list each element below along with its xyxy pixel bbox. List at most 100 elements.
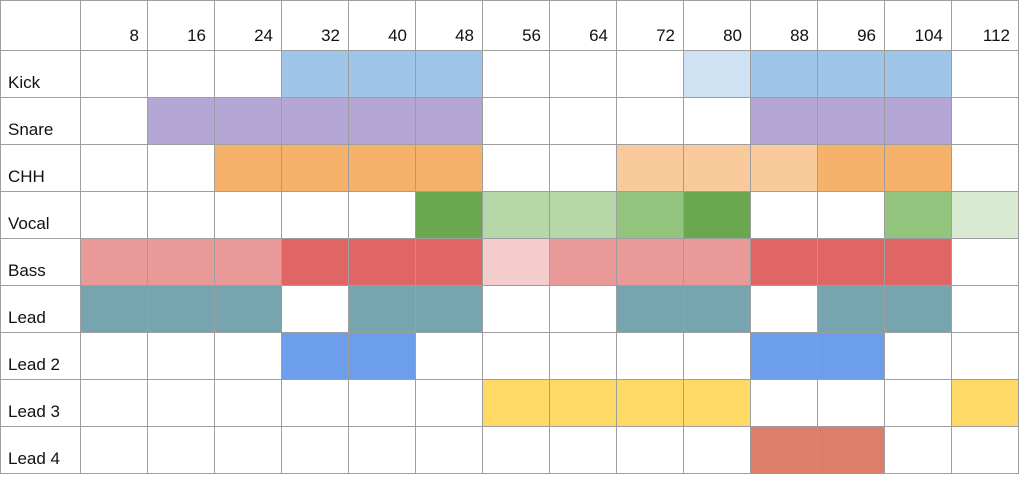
filled-cell[interactable] (415, 285, 483, 333)
filled-cell[interactable] (549, 379, 617, 427)
filled-cell[interactable] (817, 426, 885, 474)
empty-cell[interactable] (80, 50, 148, 98)
column-header[interactable]: 96 (817, 0, 885, 51)
filled-cell[interactable] (281, 332, 349, 380)
filled-cell[interactable] (348, 144, 416, 192)
filled-cell[interactable] (616, 285, 684, 333)
filled-cell[interactable] (817, 144, 885, 192)
column-header[interactable]: 24 (214, 0, 282, 51)
filled-cell[interactable] (683, 379, 751, 427)
empty-cell[interactable] (147, 50, 215, 98)
empty-cell[interactable] (482, 97, 550, 145)
filled-cell[interactable] (147, 285, 215, 333)
filled-cell[interactable] (415, 97, 483, 145)
filled-cell[interactable] (750, 144, 818, 192)
empty-cell[interactable] (80, 144, 148, 192)
filled-cell[interactable] (348, 285, 416, 333)
empty-cell[interactable] (549, 50, 617, 98)
filled-cell[interactable] (348, 332, 416, 380)
filled-cell[interactable] (348, 97, 416, 145)
track-label[interactable]: Kick (0, 50, 81, 98)
empty-cell[interactable] (80, 379, 148, 427)
empty-cell[interactable] (951, 426, 1019, 474)
filled-cell[interactable] (281, 144, 349, 192)
empty-cell[interactable] (281, 379, 349, 427)
filled-cell[interactable] (482, 379, 550, 427)
filled-cell[interactable] (616, 191, 684, 239)
empty-cell[interactable] (147, 379, 215, 427)
track-label[interactable]: Lead 4 (0, 426, 81, 474)
empty-cell[interactable] (951, 144, 1019, 192)
empty-cell[interactable] (616, 332, 684, 380)
column-header[interactable]: 48 (415, 0, 483, 51)
empty-cell[interactable] (549, 332, 617, 380)
filled-cell[interactable] (817, 285, 885, 333)
filled-cell[interactable] (817, 97, 885, 145)
empty-cell[interactable] (147, 191, 215, 239)
filled-cell[interactable] (750, 97, 818, 145)
filled-cell[interactable] (281, 238, 349, 286)
filled-cell[interactable] (884, 144, 952, 192)
filled-cell[interactable] (549, 191, 617, 239)
filled-cell[interactable] (147, 238, 215, 286)
empty-cell[interactable] (616, 50, 684, 98)
filled-cell[interactable] (951, 191, 1019, 239)
column-header[interactable]: 72 (616, 0, 684, 51)
empty-cell[interactable] (616, 97, 684, 145)
empty-cell[interactable] (281, 285, 349, 333)
empty-cell[interactable] (214, 379, 282, 427)
filled-cell[interactable] (415, 191, 483, 239)
empty-cell[interactable] (147, 144, 215, 192)
filled-cell[interactable] (415, 144, 483, 192)
filled-cell[interactable] (817, 332, 885, 380)
empty-cell[interactable] (616, 426, 684, 474)
filled-cell[interactable] (683, 191, 751, 239)
filled-cell[interactable] (214, 238, 282, 286)
column-header[interactable]: 80 (683, 0, 751, 51)
empty-cell[interactable] (683, 332, 751, 380)
empty-cell[interactable] (482, 50, 550, 98)
empty-cell[interactable] (951, 332, 1019, 380)
track-label[interactable]: Lead 3 (0, 379, 81, 427)
filled-cell[interactable] (683, 285, 751, 333)
empty-cell[interactable] (817, 191, 885, 239)
filled-cell[interactable] (683, 144, 751, 192)
column-header[interactable]: 88 (750, 0, 818, 51)
filled-cell[interactable] (884, 50, 952, 98)
track-label[interactable]: Snare (0, 97, 81, 145)
column-header[interactable]: 16 (147, 0, 215, 51)
filled-cell[interactable] (951, 379, 1019, 427)
empty-cell[interactable] (482, 144, 550, 192)
column-header[interactable]: 8 (80, 0, 148, 51)
track-label[interactable]: Bass (0, 238, 81, 286)
empty-cell[interactable] (80, 426, 148, 474)
filled-cell[interactable] (884, 238, 952, 286)
empty-cell[interactable] (147, 426, 215, 474)
filled-cell[interactable] (817, 50, 885, 98)
filled-cell[interactable] (80, 285, 148, 333)
filled-cell[interactable] (616, 144, 684, 192)
empty-cell[interactable] (348, 426, 416, 474)
filled-cell[interactable] (147, 97, 215, 145)
empty-cell[interactable] (750, 379, 818, 427)
empty-cell[interactable] (415, 379, 483, 427)
empty-cell[interactable] (884, 379, 952, 427)
filled-cell[interactable] (348, 50, 416, 98)
filled-cell[interactable] (214, 144, 282, 192)
empty-cell[interactable] (817, 379, 885, 427)
filled-cell[interactable] (482, 191, 550, 239)
column-header[interactable]: 64 (549, 0, 617, 51)
filled-cell[interactable] (549, 238, 617, 286)
empty-cell[interactable] (348, 191, 416, 239)
filled-cell[interactable] (683, 238, 751, 286)
filled-cell[interactable] (348, 238, 416, 286)
empty-cell[interactable] (80, 191, 148, 239)
empty-cell[interactable] (683, 97, 751, 145)
empty-cell[interactable] (951, 97, 1019, 145)
empty-cell[interactable] (415, 332, 483, 380)
empty-cell[interactable] (683, 426, 751, 474)
filled-cell[interactable] (415, 50, 483, 98)
column-header[interactable]: 104 (884, 0, 952, 51)
column-header[interactable]: 40 (348, 0, 416, 51)
empty-cell[interactable] (482, 285, 550, 333)
